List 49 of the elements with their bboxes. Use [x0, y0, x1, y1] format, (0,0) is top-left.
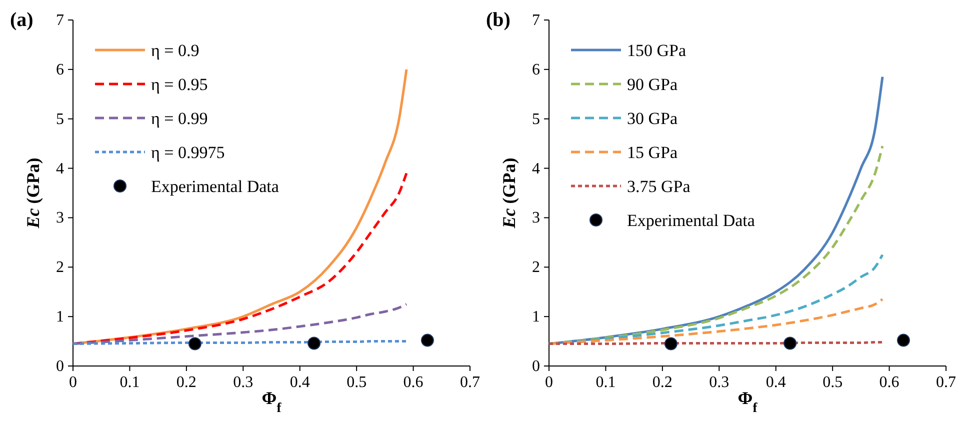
x-tick-label: 0 — [69, 374, 77, 391]
x-tick-label: 0.7 — [460, 374, 480, 391]
x-tick-label: 0.6 — [403, 374, 424, 391]
x-tick-label: 0.4 — [290, 374, 310, 391]
legend-label: η = 0.9975 — [151, 143, 225, 162]
x-tick-label: 0.5 — [822, 374, 843, 391]
legend-label: 30 GPa — [627, 109, 678, 128]
y-axis-title: Ec (GPa) — [23, 158, 43, 230]
y-tick-label: 1 — [56, 308, 64, 326]
y-tick-label: 2 — [56, 259, 64, 276]
legend-label: Experimental Data — [151, 177, 280, 196]
legend-label: 150 GPa — [627, 41, 686, 60]
legend-label: 3.75 GPa — [627, 177, 691, 196]
y-tick-label: 3 — [56, 210, 64, 227]
x-tick-label: 0.1 — [596, 374, 616, 391]
x-tick-label: 0.4 — [766, 374, 786, 391]
y-tick-label: 5 — [532, 110, 540, 128]
y-axis-title: Ec (GPa) — [499, 158, 519, 230]
y-tick-label: 6 — [56, 61, 64, 78]
y-tick-label: 2 — [532, 259, 540, 276]
y-tick-label: 6 — [532, 61, 540, 78]
chart-title: (b) — [486, 9, 510, 31]
chart-title: (a) — [10, 9, 34, 31]
y-tick-label: 4 — [56, 160, 64, 178]
legend-label: 90 GPa — [627, 75, 678, 94]
x-tick-label: 0.2 — [652, 374, 672, 391]
x-tick-label: 0.2 — [176, 374, 196, 391]
y-tick-label: 5 — [56, 110, 64, 128]
y-tick-label: 7 — [532, 12, 540, 29]
x-tick-label: 0.1 — [120, 374, 140, 391]
x-axis-title: Φ$_{f}$ — [738, 388, 758, 414]
legend-label: η = 0.99 — [151, 109, 208, 128]
x-axis-title: Φ$_{f}$ — [262, 388, 282, 414]
y-tick-label: 7 — [56, 12, 64, 29]
y-tick-label: 3 — [532, 210, 540, 227]
legend-label: Experimental Data — [627, 211, 756, 230]
x-tick-label: 0.3 — [233, 374, 254, 391]
legend-label: η = 0.95 — [151, 75, 208, 94]
y-tick-label: 4 — [532, 160, 540, 178]
x-tick-label: 0.3 — [709, 374, 730, 391]
y-tick-label: 0 — [532, 358, 540, 375]
y-tick-label: 1 — [532, 308, 540, 326]
x-tick-label: 0 — [545, 374, 553, 391]
x-tick-label: 0.7 — [936, 374, 956, 391]
x-tick-label: 0.5 — [346, 374, 367, 391]
y-tick-label: 0 — [56, 358, 64, 375]
legend-label: 15 GPa — [627, 143, 678, 162]
legend-label: η = 0.9 — [151, 41, 200, 60]
x-tick-label: 0.6 — [879, 374, 900, 391]
